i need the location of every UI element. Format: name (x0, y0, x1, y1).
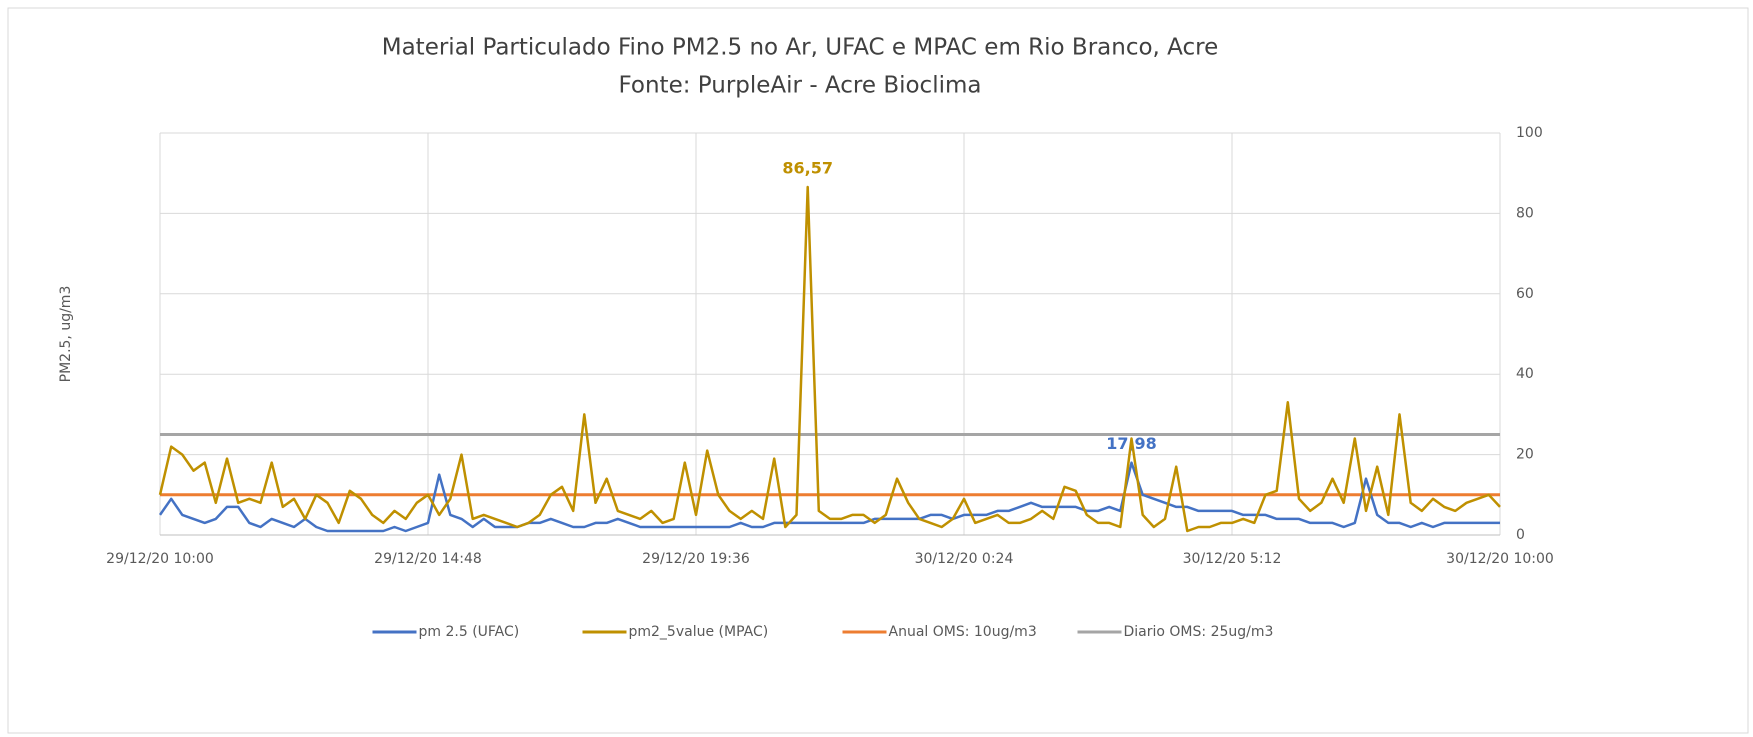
series-line (158, 461, 1500, 533)
x-tick-label: 30/12/20 10:00 (1446, 551, 1554, 567)
y-tick-label: 80 (1516, 205, 1534, 221)
legend-label: Diario OMS: 25ug/m3 (1124, 624, 1274, 640)
legend-label: Anual OMS: 10ug/m3 (889, 624, 1037, 640)
legend-label: pm 2.5 (UFAC) (419, 624, 520, 640)
y-tick-label: 40 (1516, 366, 1534, 382)
y-tick-label: 0 (1516, 527, 1525, 543)
y-tick-label: 100 (1516, 125, 1543, 141)
chart-frame (7, 7, 1749, 734)
y-tick-label: 60 (1516, 286, 1534, 302)
data-label: 86,57 (782, 158, 833, 177)
chart-subtitle: Fonte: PurpleAir - Acre Bioclima (619, 73, 982, 99)
y-tick-label: 20 (1516, 447, 1534, 463)
y-axis-title: PM2.5, ug/m3 (58, 286, 74, 383)
legend-label: pm2_5value (MPAC) (629, 624, 769, 640)
x-tick-label: 29/12/20 10:00 (106, 551, 214, 567)
x-tick-label: 30/12/20 0:24 (915, 551, 1014, 567)
x-tick-label: 29/12/20 19:36 (642, 551, 750, 567)
chart-title: Material Particulado Fino PM2.5 no Ar, U… (382, 35, 1219, 61)
series-line (158, 185, 1501, 533)
x-tick-label: 30/12/20 5:12 (1183, 551, 1282, 567)
x-tick-label: 29/12/20 14:48 (374, 551, 482, 567)
